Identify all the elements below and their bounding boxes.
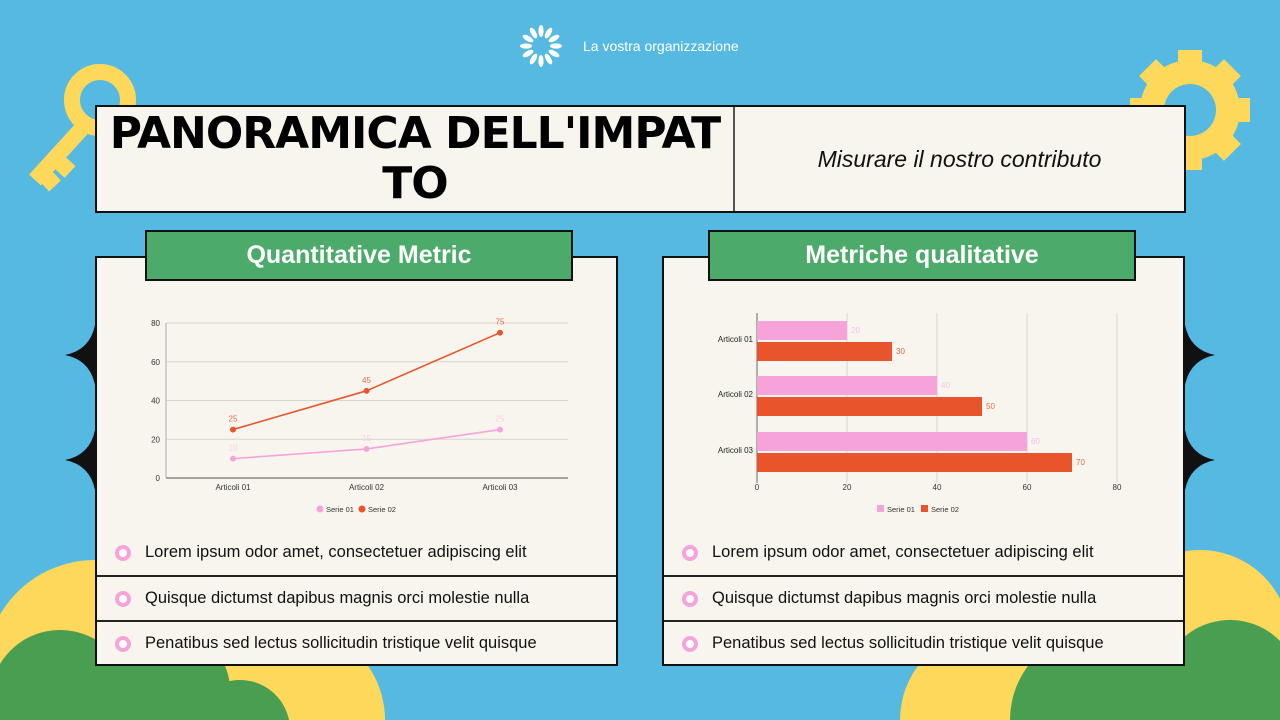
y-tick-label: 80 [151,319,160,328]
logo-petal [520,43,532,49]
y-tick-label: 0 [156,474,161,483]
logo-petal [544,27,553,39]
x-tick-label: 0 [755,483,760,492]
legend-label: Serie 01 [326,505,354,514]
bar [757,453,1072,472]
y-tick-label: 20 [151,435,160,444]
data-point [230,455,236,462]
bar [757,397,982,416]
qualitative-tab-header: Metriche qualitative [708,230,1136,281]
data-point [363,445,370,452]
logo-petal [538,25,544,37]
logo-petal [522,34,534,43]
legend-marker [921,505,928,512]
data-label: 10 [229,444,238,453]
bar-chart: 0 20 40 60 80 Articoli 01 Articoli 02 Articoli … [718,313,1122,514]
data-label: 25 [496,415,505,424]
data-point [497,426,503,433]
blob [1160,620,1280,720]
bullet-icon [115,635,131,652]
logo-petal [550,43,562,49]
data-label: 45 [362,376,371,385]
x-tick-label: 20 [843,483,852,492]
item-text: Lorem ipsum odor amet, consectetuer adip… [712,543,1094,561]
x-tick-label: 60 [1023,483,1032,492]
list-item: Quisque dictumst dapibus magnis orci mol… [664,575,1183,620]
bullet-icon [682,544,698,561]
data-label: 20 [851,326,860,335]
x-tick-label: Articoli 01 [215,483,251,492]
line-chart: 0 20 40 60 80 Articoli 01 Articoli 02 Articoli … [151,318,568,514]
list-item: Lorem ipsum odor amet, consectetuer adip… [97,530,616,575]
y-tick-label: 60 [151,358,160,367]
quantitative-tab-header: Quantitative Metric [145,230,573,281]
data-point [497,329,503,336]
item-text: Lorem ipsum odor amet, consectetuer adip… [145,543,527,561]
item-text: Quisque dictumst dapibus magnis orci mol… [712,589,1097,607]
x-tick-label: Articoli 02 [349,483,385,492]
bullet-icon [682,590,698,607]
logo-petal [548,49,560,58]
data-label: 75 [496,318,505,327]
legend-label: Serie 02 [368,505,396,514]
title-box: PANORAMICA DELL'IMPATTO Misurare il nost… [95,105,1186,213]
bullet-icon [115,590,131,607]
item-text: Quisque dictumst dapibus magnis orci mol… [145,589,530,607]
item-text: Penatibus sed lectus sollicitudin tristi… [145,634,537,652]
legend-marker [358,505,366,513]
y-tick-label: 40 [151,397,160,406]
data-label: 60 [1031,437,1040,446]
page-subtitle: Misurare il nostro contributo [817,145,1102,172]
legend-marker [316,505,324,513]
bar [757,376,937,395]
logo-petal [544,53,553,65]
page-title: PANORAMICA DELL'IMPATTO [109,108,721,209]
data-label: 30 [896,347,905,356]
logo-petal [538,55,544,67]
org-name: La vostra organizzazione [583,38,739,54]
legend-marker [877,505,884,512]
bullet-icon [682,635,698,652]
list-item: Quisque dictumst dapibus magnis orci mol… [97,575,616,620]
list-item: Penatibus sed lectus sollicitudin tristi… [664,620,1183,665]
bar [757,432,1027,451]
legend-label: Serie 02 [931,505,959,514]
y-tick-label: Articoli 01 [718,335,754,344]
x-tick-label: Articoli 03 [482,483,518,492]
x-tick-label: 80 [1113,483,1122,492]
logo-petal [548,34,560,43]
x-tick-label: 40 [933,483,942,492]
data-point [363,387,370,394]
item-text: Penatibus sed lectus sollicitudin tristi… [712,634,1104,652]
data-label: 70 [1076,458,1085,467]
list-item: Lorem ipsum odor amet, consectetuer adip… [664,530,1183,575]
data-label: 25 [229,415,238,424]
logo-petal [529,53,538,65]
list-item: Penatibus sed lectus sollicitudin tristi… [97,620,616,665]
data-label: 40 [941,381,950,390]
data-label: 50 [986,402,995,411]
logo-petal [522,49,534,58]
legend-label: Serie 01 [887,505,915,514]
data-label: 15 [362,434,371,443]
quantitative-card: Lorem ipsum odor amet, consectetuer adip… [95,256,618,666]
data-point [230,426,236,433]
bar [757,321,847,340]
bullet-icon [115,544,131,561]
logo-petal [529,27,538,39]
y-tick-label: Articoli 02 [718,390,754,399]
y-tick-label: Articoli 03 [718,446,754,455]
logo-icon [520,25,562,67]
bar [757,342,892,361]
blob [191,680,289,720]
